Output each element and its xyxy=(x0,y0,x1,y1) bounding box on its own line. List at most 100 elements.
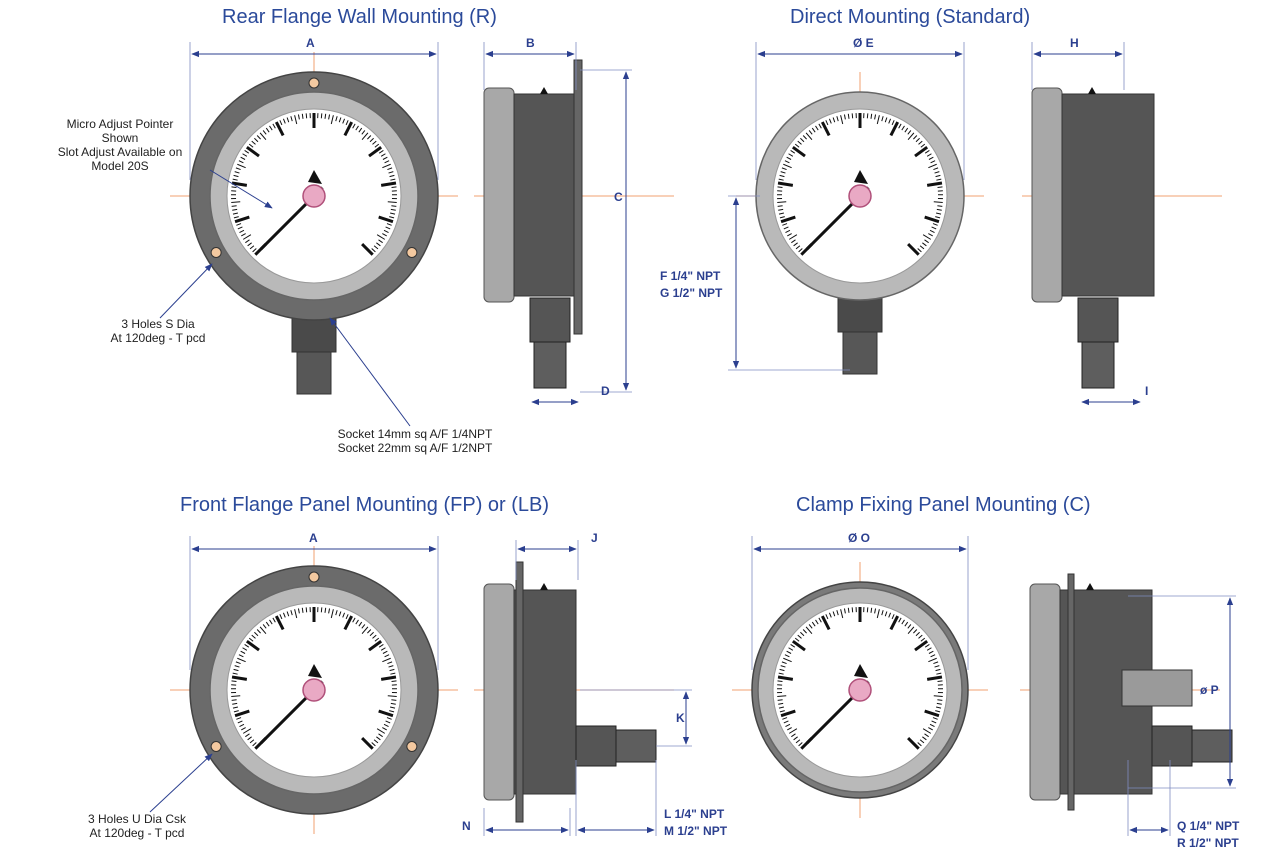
dimension-lines xyxy=(149,42,1236,836)
scale-ticks xyxy=(777,607,943,750)
dim-m: M 1/2" NPT xyxy=(664,824,728,838)
tick xyxy=(369,137,374,143)
tick xyxy=(249,739,255,744)
tick xyxy=(242,234,252,240)
tick xyxy=(785,229,791,233)
tick xyxy=(788,153,794,157)
tick xyxy=(254,631,259,637)
tick xyxy=(338,117,342,123)
tick xyxy=(778,706,784,709)
tick xyxy=(244,644,250,648)
tick xyxy=(297,608,300,614)
tick xyxy=(378,709,394,718)
tick xyxy=(345,120,349,126)
tick xyxy=(874,114,877,120)
tick xyxy=(904,127,909,133)
title-clamp: Clamp Fixing Panel Mounting (C) xyxy=(796,494,1091,516)
tick xyxy=(930,160,936,164)
tick xyxy=(778,672,784,675)
tick xyxy=(238,160,244,164)
tick xyxy=(378,215,394,224)
tick xyxy=(239,229,245,233)
tick xyxy=(242,153,248,157)
tick xyxy=(232,178,238,181)
tick xyxy=(387,167,393,171)
tick xyxy=(780,665,786,668)
tick xyxy=(385,720,391,724)
tick xyxy=(791,239,796,244)
tick xyxy=(913,135,918,140)
tick xyxy=(836,116,839,122)
tick xyxy=(924,239,929,244)
tick xyxy=(918,634,923,639)
tick xyxy=(241,727,246,731)
tick xyxy=(335,116,338,122)
tick xyxy=(376,234,386,240)
side-socket-thread xyxy=(1081,341,1115,389)
tick xyxy=(917,248,922,253)
tick xyxy=(390,706,396,709)
tick xyxy=(386,717,392,720)
tick xyxy=(380,153,386,157)
tick xyxy=(805,132,813,141)
tick xyxy=(808,624,813,629)
tick xyxy=(926,153,932,157)
tick xyxy=(388,665,394,668)
tick xyxy=(233,216,239,219)
tick xyxy=(784,160,790,164)
tick xyxy=(378,733,383,738)
side-filler-plug xyxy=(1086,583,1094,590)
tick xyxy=(917,742,922,747)
tick xyxy=(391,205,397,207)
tick xyxy=(294,115,298,125)
tick xyxy=(245,733,250,738)
tick xyxy=(777,181,794,187)
tick xyxy=(876,115,880,125)
note-socket-line2: Socket 22mm sq A/F 1/2NPT xyxy=(337,441,493,455)
tick xyxy=(290,610,293,616)
tick xyxy=(901,619,905,625)
tick xyxy=(777,201,787,204)
tick xyxy=(391,699,397,701)
tick xyxy=(386,223,392,226)
side-filler-plug xyxy=(540,583,548,590)
tick xyxy=(342,612,346,618)
tick xyxy=(924,733,929,738)
tick xyxy=(382,233,387,237)
tick xyxy=(907,130,912,135)
tick xyxy=(915,631,920,637)
tick xyxy=(840,115,844,125)
tick xyxy=(820,121,831,137)
tick xyxy=(245,146,260,158)
tick xyxy=(290,116,293,122)
tick xyxy=(932,223,938,226)
tick xyxy=(272,123,276,129)
tick xyxy=(286,611,290,617)
tick xyxy=(915,137,920,143)
side-bezel xyxy=(1031,87,1063,303)
tick xyxy=(251,140,256,145)
tick xyxy=(343,121,354,137)
tick xyxy=(368,640,383,652)
tick xyxy=(847,113,850,119)
tick xyxy=(928,156,934,160)
tick xyxy=(244,150,250,154)
tick xyxy=(378,239,383,244)
tick xyxy=(935,710,941,713)
note-holes-rear-line2: At 120deg - T pcd xyxy=(110,331,206,345)
tick xyxy=(778,178,784,181)
tick xyxy=(797,140,802,145)
tick xyxy=(248,637,254,642)
tick xyxy=(376,736,381,741)
dim-h: H xyxy=(1070,36,1079,50)
gauge-front-front-flange xyxy=(170,546,458,834)
tick xyxy=(240,650,246,654)
tick xyxy=(265,621,270,627)
side-case xyxy=(513,93,575,297)
tick xyxy=(382,657,391,663)
tick xyxy=(235,661,241,665)
note-holes-front: 3 Holes U Dia Csk At 120deg - T pcd xyxy=(62,812,212,840)
front-views xyxy=(170,52,988,834)
tick xyxy=(234,709,250,718)
side-socket-hex xyxy=(529,297,571,343)
